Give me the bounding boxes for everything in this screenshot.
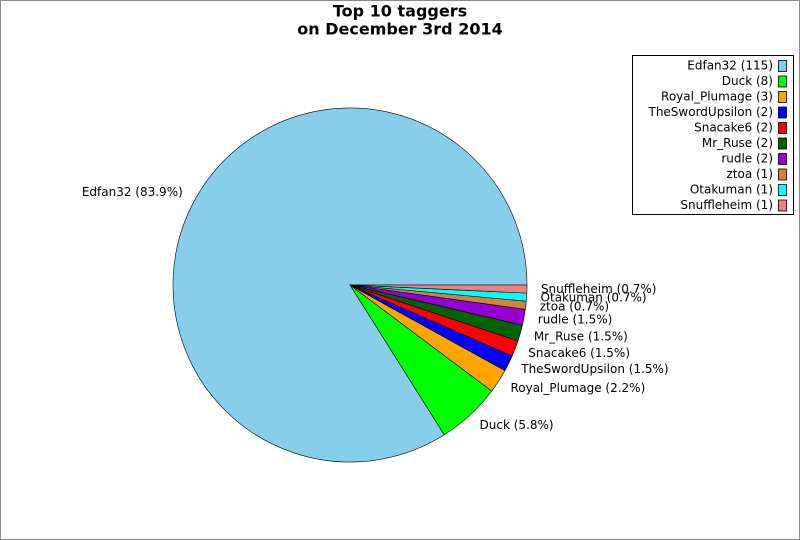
legend-label: Snacake6 (2) xyxy=(694,121,773,135)
slice-label: ztoa (0.7%) xyxy=(540,299,609,313)
slice-label: Snuffleheim (0.7%) xyxy=(541,282,657,296)
chart-title: on December 3rd 2014 xyxy=(297,20,502,39)
legend-label: rudle (2) xyxy=(721,152,773,166)
legend-label: Otakuman (1) xyxy=(690,183,773,197)
legend-label: Edfan32 (115) xyxy=(687,59,773,73)
legend-swatch xyxy=(778,184,787,196)
slice-label: TheSwordUpsilon (1.5%) xyxy=(520,362,668,376)
legend-swatch xyxy=(778,91,787,103)
pie-slice xyxy=(172,107,528,463)
legend-label: Mr_Ruse (2) xyxy=(702,136,773,150)
legend-swatch xyxy=(778,168,787,181)
legend-swatch xyxy=(778,153,787,165)
legend-swatch xyxy=(778,60,787,72)
legend-label: TheSwordUpsilon (2) xyxy=(647,105,773,119)
slice-label: Mr_Ruse (1.5%) xyxy=(534,329,628,343)
pie-slice xyxy=(349,284,528,294)
legend-swatch xyxy=(778,137,787,150)
slice-label: Duck (5.8%) xyxy=(480,418,554,432)
legend-swatch xyxy=(778,199,787,212)
slice-label: Royal_Plumage (2.2%) xyxy=(510,381,645,395)
legend-label: ztoa (1) xyxy=(726,167,773,181)
slice-label: Edfan32 (83.9%) xyxy=(82,185,183,199)
legend-swatch xyxy=(778,106,787,119)
slice-label: rudle (1.5%) xyxy=(538,312,613,326)
legend-label: Duck (8) xyxy=(722,74,773,88)
legend-swatch xyxy=(778,122,787,134)
legend-label: Snuffleheim (1) xyxy=(680,198,773,212)
slice-label: Otakuman (0.7%) xyxy=(541,291,647,305)
legend-label: Royal_Plumage (3) xyxy=(661,90,773,104)
slice-label: Snacake6 (1.5%) xyxy=(528,346,630,360)
legend-box xyxy=(632,55,794,215)
legend-swatch xyxy=(778,75,787,88)
chart-title: Top 10 taggers xyxy=(333,2,467,21)
